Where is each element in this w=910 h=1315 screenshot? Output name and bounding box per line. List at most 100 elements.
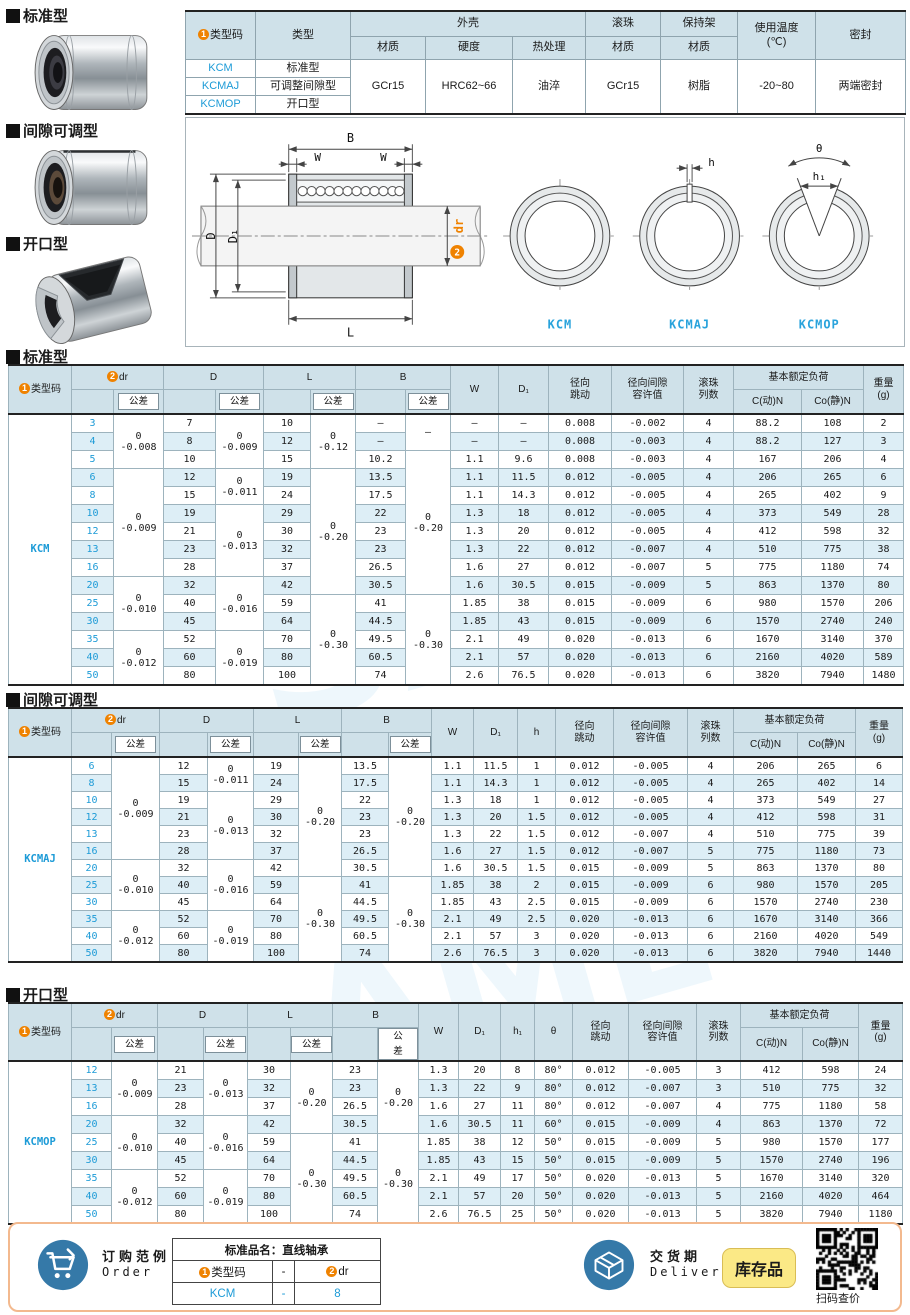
value-cell: 10 [263, 413, 312, 433]
size-code: 4 [71, 432, 114, 451]
value-cell: 57 [458, 1187, 502, 1206]
header-cell: D [156, 1002, 249, 1028]
circled-number-icon: 1 [19, 726, 30, 738]
header-cell: 公差 [388, 732, 433, 758]
table-row: KCMAJ 6 0 -0.009 12 0 -0.011 19 0 -0.20 13.5 0 -0.20… [8, 756, 904, 963]
dim-h1: h₁ [813, 170, 826, 183]
dim-h: h [708, 156, 715, 169]
value-cell: 240 [863, 612, 905, 631]
spec-cell: GCr15 [350, 59, 426, 115]
value-cell: 18 [473, 791, 519, 809]
table-row: 30 45 64 44.5 1.85 43 15 50° 0.015 -0.009 5 1570 274… [9, 1151, 904, 1170]
section-title-label: 间隙可调型 [23, 692, 99, 709]
value-cell: 22 [458, 1079, 502, 1098]
header-cell: 公差 [310, 389, 357, 415]
value-cell: 0.012 [548, 558, 613, 577]
tolerance-cell: 0 -0.016 [206, 859, 255, 911]
bearing-photo-open [14, 256, 166, 351]
value-cell: 1.6 [450, 558, 500, 577]
series-code: KCMAJ [8, 756, 72, 963]
value-cell: 0.012 [548, 540, 613, 559]
size-code: 13 [71, 540, 114, 559]
value-cell: 373 [733, 504, 803, 523]
value-cell: 23 [332, 1079, 379, 1098]
value-cell: -0.009 [613, 893, 689, 911]
value-cell: 80 [163, 666, 216, 686]
value-cell: 6 [687, 893, 735, 911]
value-cell: 1670 [740, 1169, 804, 1188]
value-cell: 64 [263, 612, 312, 631]
tolerance-cell: 0 -0.019 [206, 910, 255, 963]
value-cell: 0.012 [555, 756, 615, 775]
value-cell: 42 [247, 1115, 292, 1134]
table-row: 8 15 24 17.5 1.1 14.3 1 0.012 -0.005 4 265 402 14 [9, 774, 904, 792]
tolerance-cell: 0 -0.30 [290, 1133, 334, 1225]
value-cell: 28 [863, 504, 905, 523]
header-cell: 密封 [815, 10, 907, 60]
size-code: 35 [71, 910, 112, 928]
value-cell: 49.5 [355, 630, 407, 649]
tolerance-cell: 0 -0.30 [310, 594, 357, 686]
header-cell: 公差 [206, 732, 255, 758]
table-row: 13 23 32 23 1.3 22 9 80° 0.012 -0.007 3 510 775 32 [9, 1079, 904, 1098]
value-cell: 23 [163, 540, 216, 559]
dim-W: W [314, 151, 321, 164]
value-cell: 510 [740, 1079, 804, 1098]
value-cell: 3140 [797, 910, 857, 928]
tolerance-cell: 0 -0.20 [290, 1060, 334, 1134]
value-cell: 1570 [801, 594, 865, 613]
value-cell: 22 [355, 504, 407, 523]
value-cell: -0.007 [613, 842, 689, 860]
value-cell: 0.020 [548, 630, 613, 649]
header-cell [71, 1027, 112, 1062]
value-cell: 6 [683, 594, 735, 613]
value-cell: 4 [687, 791, 735, 809]
value-cell: 19 [263, 468, 312, 487]
value-cell: 5 [683, 558, 735, 577]
header-cell: C(动)N [733, 732, 799, 758]
dimension-diagram: B W W D D₁ 2 dr L [185, 117, 905, 347]
size-code: 5 [71, 450, 114, 469]
value-cell: 80 [863, 576, 905, 595]
sidebar-item-open: 开口型 [6, 233, 68, 254]
ring-caption: KCMAJ [669, 318, 710, 332]
value-cell: 5 [696, 1187, 742, 1206]
value-cell: 32 [863, 522, 905, 541]
value-cell: 7940 [797, 944, 857, 963]
circled-number-icon: 2 [105, 714, 117, 726]
value-cell: 28 [159, 842, 208, 860]
value-cell: 30.5 [458, 1115, 502, 1134]
value-cell: 1370 [797, 859, 857, 877]
value-cell: 41 [332, 1133, 379, 1152]
value-cell: 27 [458, 1097, 502, 1116]
value-cell: 1370 [802, 1115, 860, 1134]
value-cell: 64 [247, 1151, 292, 1170]
value-cell: 2160 [733, 648, 803, 667]
value-cell: 598 [801, 522, 865, 541]
value-cell: 320 [858, 1169, 904, 1188]
value-cell: 167 [733, 450, 803, 469]
header-cell: D₁ [458, 1002, 502, 1062]
value-cell: 9 [500, 1079, 536, 1098]
value-cell: -0.003 [611, 450, 685, 469]
value-cell: 1.6 [431, 859, 475, 877]
value-cell: 464 [858, 1187, 904, 1206]
value-cell: 50° [534, 1187, 574, 1206]
value-cell: -0.009 [613, 876, 689, 894]
spec-cell: KCMOP [185, 95, 256, 115]
value-cell: 70 [263, 630, 312, 649]
tolerance-cell: 0 -0.019 [202, 1169, 249, 1225]
value-cell: 1.1 [431, 756, 475, 775]
value-cell: 0.015 [572, 1115, 630, 1134]
value-cell: 1670 [733, 630, 803, 649]
header-cell: 基本额定负荷 [740, 1002, 860, 1028]
size-code: 25 [71, 594, 114, 613]
value-cell: 74 [863, 558, 905, 577]
value-cell: 30.5 [355, 576, 407, 595]
value-cell: 32 [263, 540, 312, 559]
header-cell [247, 1027, 292, 1062]
header-cell: 径向间隙 容许值 [628, 1002, 698, 1062]
value-cell: 13.5 [341, 756, 390, 775]
value-cell: 4 [696, 1097, 742, 1116]
value-cell: 3820 [733, 666, 803, 686]
